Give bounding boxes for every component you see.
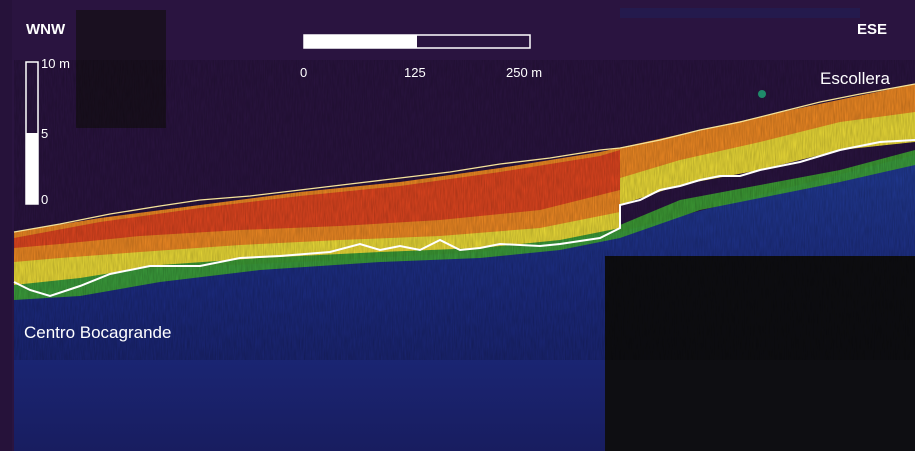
target-mark — [758, 90, 766, 98]
vertical-scale-fill — [26, 133, 38, 204]
site-label-escollera: Escollera — [820, 69, 890, 88]
vertical-scale-top-label: 10 m — [41, 56, 70, 71]
horizon-line — [13, 139, 915, 298]
vertical-scale-bar — [25, 61, 39, 205]
horizontal-scale-bar — [303, 34, 531, 49]
masked-strip-top — [620, 8, 860, 18]
seabed-surface-line — [13, 83, 915, 233]
horizontal-scale-label-250: 250 m — [506, 65, 543, 80]
direction-right-label: ESE — [857, 21, 888, 38]
horizontal-scale-label-125: 125 — [404, 65, 426, 80]
vertical-scale-mid-label: 5 — [41, 126, 49, 141]
horizontal-scale-fill — [304, 35, 417, 48]
direction-left-label: WNW — [26, 21, 66, 38]
horizontal-scale-label-0: 0 — [300, 65, 308, 80]
vertical-scale-bottom-label: 0 — [41, 192, 49, 207]
site-label-centro-bocagrande: Centro Bocagrande — [24, 323, 172, 342]
